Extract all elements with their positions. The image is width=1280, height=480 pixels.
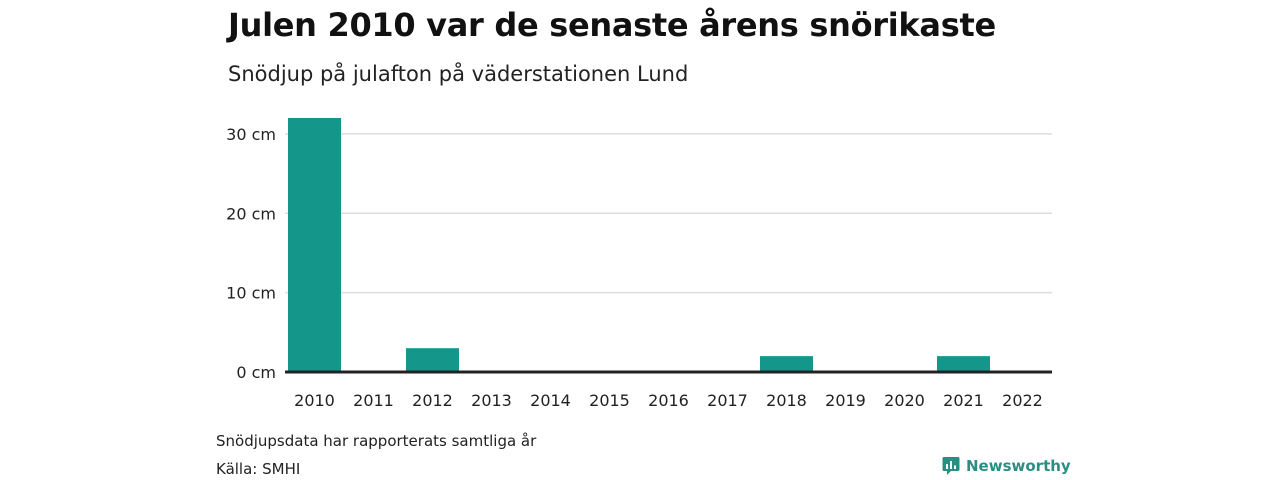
- y-axis-ticks: 0 cm 10 cm 20 cm 30 cm: [226, 125, 276, 382]
- y-tick-label: 0 cm: [236, 363, 276, 382]
- x-tick-label: 2016: [648, 391, 689, 410]
- gridlines: [285, 133, 1052, 294]
- chart-subtitle: Snödjup på julafton på väderstationen Lu…: [228, 62, 689, 86]
- x-tick-label: 2022: [1002, 391, 1043, 410]
- bar-2010: [288, 118, 341, 372]
- brand-logo: Newsworthy: [942, 456, 1071, 476]
- x-tick-label: 2015: [589, 391, 630, 410]
- y-tick-label: 20 cm: [226, 204, 276, 223]
- x-tick-label: 2019: [825, 391, 866, 410]
- bar-2021: [937, 356, 990, 372]
- chart-speech-bubble-icon: [942, 457, 960, 475]
- x-tick-label: 2012: [412, 391, 453, 410]
- bars: [288, 118, 990, 372]
- brand-name: Newsworthy: [966, 457, 1071, 475]
- x-tick-label: 2017: [707, 391, 748, 410]
- x-tick-label: 2021: [943, 391, 984, 410]
- x-axis-ticks: 2010 2011 2012 2013 2014 2015 2016 2017 2018 2019…: [294, 391, 1043, 410]
- bar-2018: [760, 356, 813, 372]
- x-tick-label: 2014: [530, 391, 571, 410]
- source-text: Källa: SMHI: [216, 460, 301, 478]
- x-tick-label: 2013: [471, 391, 512, 410]
- chart-title: Julen 2010 var de senaste årens snörikas…: [228, 6, 996, 44]
- x-tick-label: 2010: [294, 391, 335, 410]
- y-tick-label: 10 cm: [226, 284, 276, 303]
- bar-2012: [406, 348, 459, 372]
- footnote-text: Snödjupsdata har rapporterats samtliga å…: [216, 432, 537, 450]
- x-tick-label: 2020: [884, 391, 925, 410]
- y-tick-label: 30 cm: [226, 125, 276, 144]
- x-tick-label: 2018: [766, 391, 807, 410]
- x-tick-label: 2011: [353, 391, 394, 410]
